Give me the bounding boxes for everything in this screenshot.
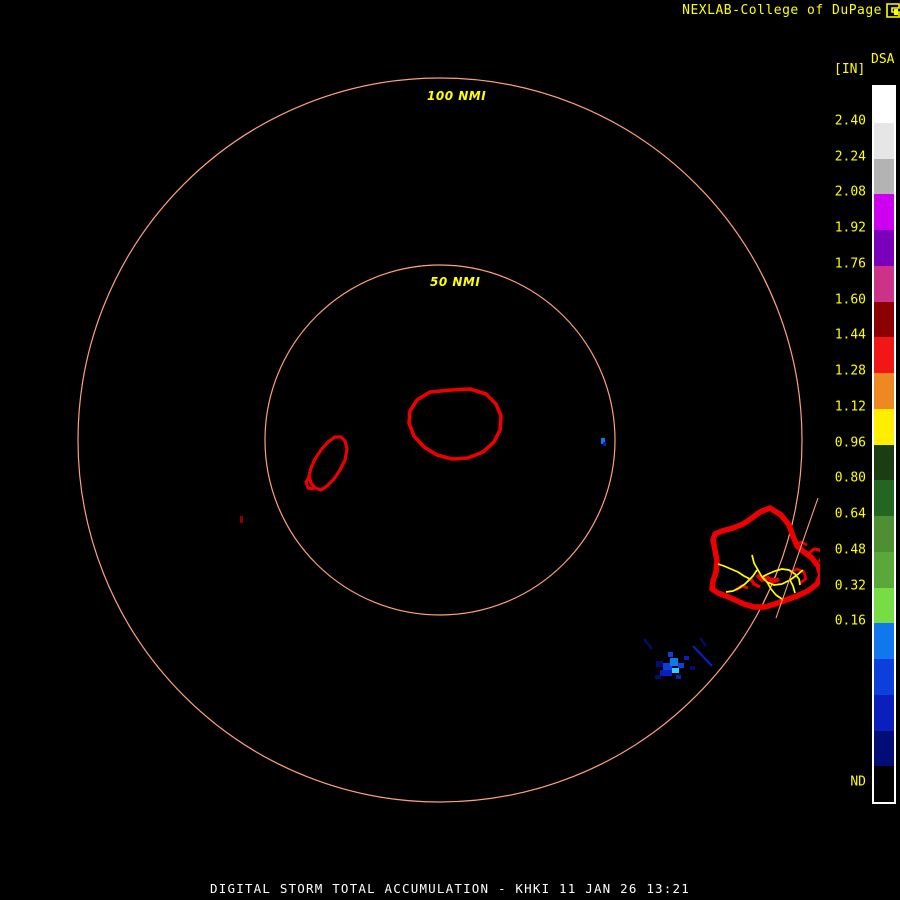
color-scale-gradient-strip[interactable] [872, 85, 896, 804]
color-scale-swatch [874, 516, 894, 552]
color-scale-tick: 0.64 [834, 506, 866, 522]
color-scale-tick: 1.60 [834, 292, 866, 307]
color-scale-swatch [874, 87, 894, 123]
header-branding-label: NEXLAB-College of DuPage [682, 3, 882, 18]
color-scale-swatch [874, 265, 894, 302]
color-scale-tick: 0.96 [834, 435, 866, 450]
color-scale-swatch [874, 408, 894, 445]
status-bar-text: DIGITAL STORM TOTAL ACCUMULATION - KHKI … [210, 881, 690, 896]
color-scale-tick: 2.24 [834, 149, 866, 164]
highway-lines-oahu [717, 554, 804, 600]
color-scale-tick-labels: 2.40 2.24 2.08 1.92 1.76 1.60 1.44 1.28 1.12 0.96… [826, 85, 870, 800]
echo-pixel-southwest [240, 516, 243, 523]
range-ring-label-50nmi: 50 NMI [430, 275, 481, 289]
color-scale-swatch [874, 373, 894, 409]
color-scale-swatch [874, 158, 894, 195]
color-scale-tick: 0.48 [834, 542, 866, 558]
radar-scope-graphics [0, 18, 820, 880]
range-ring-50nmi [264, 264, 616, 616]
azimuth-line [775, 497, 819, 619]
radar-plot-area[interactable]: 100 NMI 50 NMI [0, 18, 820, 880]
island-outline-niihau [307, 435, 349, 492]
range-ring-label-100nmi: 100 NMI [427, 89, 487, 103]
color-scale-swatch [874, 444, 894, 481]
color-scale-swatch [874, 194, 894, 230]
color-scale-legend[interactable]: [IN] DSA 2.40 2.24 2.08 1.92 1.76 1.60 1.44 1.2… [826, 50, 900, 820]
color-scale-swatch [874, 623, 894, 659]
island-outline-kauai [407, 387, 503, 461]
color-scale-swatch [874, 730, 894, 767]
color-scale-tick: 2.40 [834, 113, 866, 129]
color-scale-swatch [874, 122, 894, 159]
color-scale-unit-label: [IN] [834, 62, 866, 77]
color-scale-swatch [874, 301, 894, 338]
color-scale-tick-nodata: ND [850, 774, 866, 790]
color-scale-swatch [874, 694, 894, 731]
color-scale-swatch [874, 551, 894, 588]
color-scale-swatch [874, 480, 894, 516]
color-scale-swatch [874, 766, 894, 802]
color-scale-swatch [874, 587, 894, 624]
color-scale-tick: 0.32 [834, 578, 866, 593]
color-scale-product-label: DSA [871, 52, 895, 67]
color-scale-swatch [874, 337, 894, 373]
color-scale-tick: 1.28 [834, 363, 866, 379]
color-scale-tick: 1.44 [834, 327, 866, 343]
color-scale-tick: 0.16 [834, 613, 866, 629]
range-ring-100nmi [77, 77, 803, 803]
color-scale-tick: 1.92 [834, 220, 866, 236]
color-scale-tick: 1.76 [834, 256, 866, 272]
island-outline-niihau-tail [304, 476, 315, 491]
color-scale-swatch [874, 230, 894, 266]
echo-pixel-east-2 [603, 442, 606, 446]
color-scale-swatch [874, 659, 894, 695]
color-scale-tick: 0.80 [834, 470, 866, 486]
cod-logo-icon [886, 3, 900, 18]
color-scale-tick: 2.08 [834, 184, 866, 200]
echo-pixel-east [601, 438, 605, 444]
scope-background [0, 18, 820, 880]
color-scale-tick: 1.12 [834, 399, 866, 415]
